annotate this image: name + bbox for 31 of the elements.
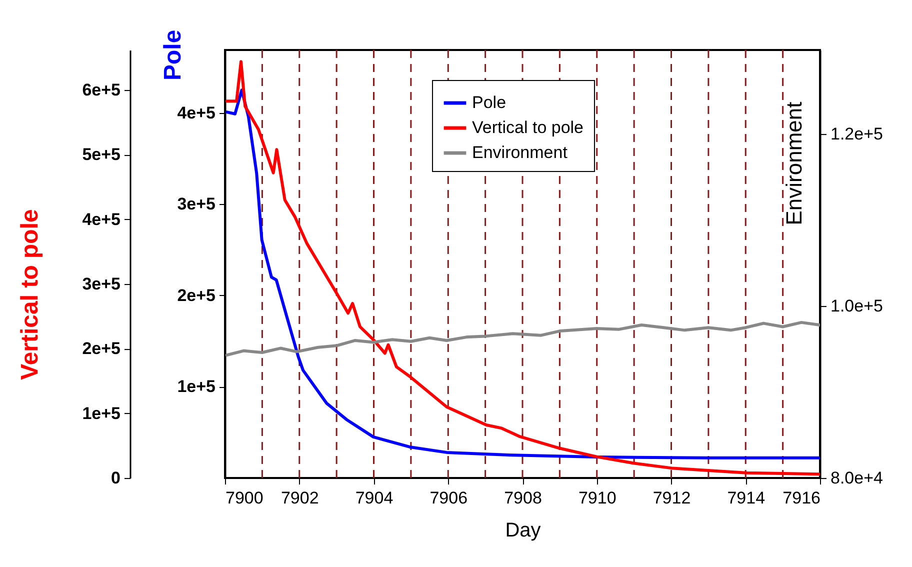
x-tick-label: 7912 — [652, 488, 691, 508]
legend-label: Environment — [472, 143, 568, 162]
y2-tick-label: 1.0e+5 — [830, 296, 883, 316]
y2-axis-title: Environment — [782, 102, 806, 226]
y3-tick-label: 6e+5 — [82, 80, 120, 100]
x-tick-label: 7916 — [782, 488, 820, 508]
x-tick-label: 7904 — [355, 488, 394, 508]
y3-tick-label: 0 — [111, 468, 120, 488]
x-tick-label: 7910 — [578, 488, 616, 508]
y3-tick-label: 1e+5 — [82, 404, 120, 423]
y2-tick-label: 8.0e+4 — [830, 468, 883, 488]
y-tick-label: 2e+5 — [177, 286, 216, 305]
y-axis-title: Pole — [160, 30, 186, 80]
y2-tick-label: 1.2e+5 — [830, 124, 883, 144]
x-tick-label: 7908 — [504, 488, 542, 508]
x-tick-label: 7914 — [727, 488, 766, 508]
legend-label: Vertical to pole — [472, 118, 584, 137]
line-series — [225, 320, 820, 357]
x-tick-label: 7900 — [226, 488, 264, 508]
y-tick-label: 4e+5 — [177, 103, 216, 122]
y3-axis-title: Vertical to pole — [16, 209, 44, 380]
x-tick-label: 7906 — [430, 488, 468, 508]
y3-tick-label: 5e+5 — [82, 145, 120, 164]
y3-tick-label: 3e+5 — [82, 274, 120, 294]
y-tick-label: 3e+5 — [177, 194, 216, 214]
y3-tick-label: 2e+5 — [82, 339, 120, 358]
x-axis-title: Day — [505, 520, 541, 542]
y-tick-label: 1e+5 — [177, 377, 216, 396]
y3-tick-label: 4e+5 — [82, 210, 120, 229]
x-tick-label: 7902 — [280, 488, 319, 508]
legend-label: Pole — [472, 93, 506, 112]
